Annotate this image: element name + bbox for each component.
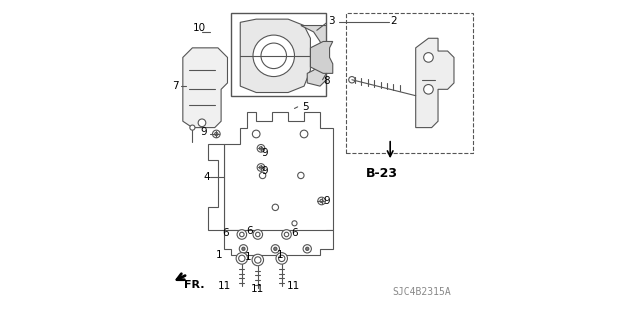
Circle shape bbox=[300, 130, 308, 138]
Circle shape bbox=[239, 245, 248, 253]
Circle shape bbox=[349, 77, 355, 83]
Text: 3: 3 bbox=[328, 16, 335, 26]
Circle shape bbox=[272, 204, 278, 211]
Circle shape bbox=[284, 232, 289, 237]
Text: SJC4B2315A: SJC4B2315A bbox=[393, 287, 451, 297]
Text: 1: 1 bbox=[244, 252, 252, 262]
Circle shape bbox=[424, 85, 433, 94]
Bar bbox=[346, 13, 473, 153]
Circle shape bbox=[239, 255, 245, 262]
Text: 6: 6 bbox=[246, 226, 253, 236]
Circle shape bbox=[198, 119, 206, 127]
Circle shape bbox=[274, 247, 277, 250]
Circle shape bbox=[278, 255, 285, 262]
Circle shape bbox=[253, 35, 294, 77]
Polygon shape bbox=[240, 19, 310, 93]
Circle shape bbox=[215, 132, 218, 136]
Circle shape bbox=[292, 221, 297, 226]
Text: 5: 5 bbox=[303, 102, 309, 112]
Circle shape bbox=[298, 172, 304, 179]
Polygon shape bbox=[416, 38, 454, 128]
Polygon shape bbox=[209, 144, 224, 230]
Polygon shape bbox=[224, 112, 333, 249]
Circle shape bbox=[259, 147, 262, 150]
Text: B-23: B-23 bbox=[366, 167, 398, 181]
Circle shape bbox=[239, 232, 244, 237]
Circle shape bbox=[257, 164, 265, 171]
Polygon shape bbox=[224, 230, 333, 255]
Text: 11: 11 bbox=[218, 280, 230, 291]
Polygon shape bbox=[310, 41, 333, 73]
Text: 10: 10 bbox=[193, 23, 205, 33]
Circle shape bbox=[259, 172, 266, 179]
Circle shape bbox=[271, 245, 280, 253]
Bar bbox=[230, 13, 326, 96]
Circle shape bbox=[306, 247, 309, 250]
Text: 8: 8 bbox=[323, 76, 330, 86]
Text: 9: 9 bbox=[261, 148, 268, 158]
Circle shape bbox=[255, 232, 260, 237]
Circle shape bbox=[237, 230, 246, 239]
Circle shape bbox=[318, 197, 325, 205]
Circle shape bbox=[252, 254, 264, 266]
Circle shape bbox=[282, 230, 291, 239]
Circle shape bbox=[236, 253, 248, 264]
Circle shape bbox=[276, 253, 287, 264]
Text: 1: 1 bbox=[216, 250, 223, 260]
Text: 1: 1 bbox=[276, 250, 284, 260]
Text: 9: 9 bbox=[323, 196, 330, 206]
Text: 2: 2 bbox=[390, 16, 397, 26]
Text: 7: 7 bbox=[172, 81, 179, 91]
Circle shape bbox=[320, 199, 323, 203]
Text: 6: 6 bbox=[223, 228, 229, 238]
Circle shape bbox=[261, 43, 287, 69]
Circle shape bbox=[252, 130, 260, 138]
Text: 9: 9 bbox=[200, 127, 207, 137]
Text: 4: 4 bbox=[204, 172, 210, 182]
Circle shape bbox=[242, 247, 245, 250]
Polygon shape bbox=[183, 48, 227, 128]
Polygon shape bbox=[301, 26, 326, 86]
Circle shape bbox=[424, 53, 433, 62]
Circle shape bbox=[257, 145, 265, 152]
Circle shape bbox=[303, 245, 312, 253]
Text: 11: 11 bbox=[287, 280, 300, 291]
Circle shape bbox=[253, 230, 262, 239]
Text: 11: 11 bbox=[251, 284, 264, 294]
Circle shape bbox=[259, 166, 262, 169]
Circle shape bbox=[255, 257, 261, 263]
Text: 6: 6 bbox=[291, 228, 298, 238]
Text: 9: 9 bbox=[261, 166, 268, 176]
Circle shape bbox=[190, 125, 195, 130]
Text: FR.: FR. bbox=[184, 279, 205, 290]
Circle shape bbox=[212, 130, 220, 138]
